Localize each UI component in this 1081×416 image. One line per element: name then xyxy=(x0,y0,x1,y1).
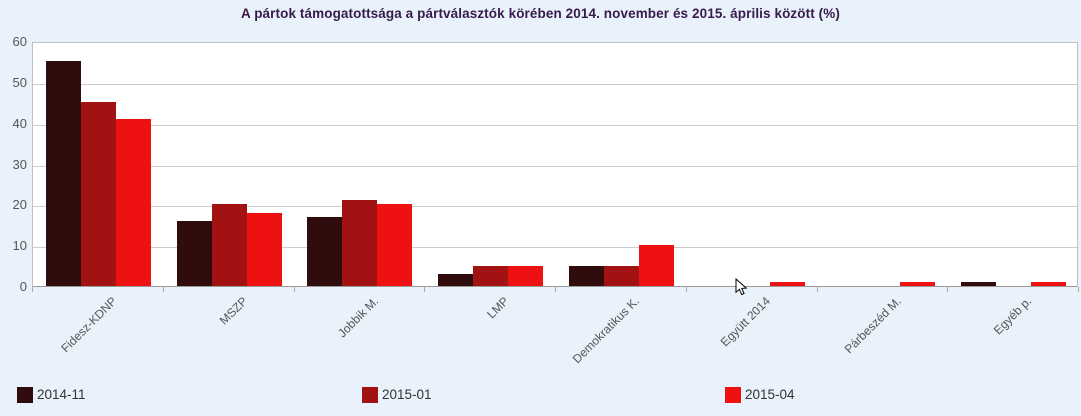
axis-tick xyxy=(685,287,687,292)
gridline xyxy=(33,206,1077,208)
legend-swatch-2015-01 xyxy=(362,387,378,403)
axis-tick xyxy=(293,287,295,292)
y-tick-label: 0 xyxy=(19,279,27,294)
x-category-label: Párbeszéd M. xyxy=(841,294,904,357)
bar-2015-04 xyxy=(508,265,544,286)
y-tick-label: 20 xyxy=(12,197,27,213)
bar-2015-04 xyxy=(769,281,805,286)
x-category-label: Egyéb p. xyxy=(991,294,1035,338)
x-category-label: Jobbik M. xyxy=(334,294,381,341)
legend-item-2014-11[interactable]: 2014-11 xyxy=(17,387,86,403)
bar-2015-01 xyxy=(473,265,509,286)
bar-group-6 xyxy=(687,43,818,286)
axis-tick xyxy=(424,287,426,292)
bar-2014-11 xyxy=(176,220,212,286)
legend-item-2015-01[interactable]: 2015-01 xyxy=(362,387,432,403)
bar-2014-11 xyxy=(961,281,997,286)
bar-2015-04 xyxy=(246,212,282,286)
gridline xyxy=(33,124,1077,126)
axis-tick xyxy=(32,287,33,292)
mouse-cursor xyxy=(735,278,748,296)
legend-label: 2014-11 xyxy=(37,387,86,402)
gridline xyxy=(33,247,1077,249)
bar-2014-11 xyxy=(438,273,474,286)
bar-2014-11 xyxy=(568,265,604,286)
x-category-label: Fidesz-KDNP xyxy=(57,294,120,356)
legend-label: 2015-01 xyxy=(382,387,432,402)
bar-group-7 xyxy=(818,43,949,286)
x-category-label: Demokratikus K. xyxy=(570,294,643,367)
bar-group-4 xyxy=(425,43,556,286)
axis-tick xyxy=(947,287,949,292)
bar-2015-04 xyxy=(638,245,674,286)
axis-tick xyxy=(1078,287,1079,292)
bar-2015-01 xyxy=(211,204,247,286)
x-axis-line xyxy=(33,286,1077,287)
bar-2015-01 xyxy=(80,102,116,286)
y-tick-label: 60 xyxy=(12,34,27,49)
y-tick-label: 40 xyxy=(12,115,27,131)
chart-title: A pártok támogatottsága a pártválasztók … xyxy=(241,6,840,21)
bar-group-2 xyxy=(164,43,295,286)
bar-2014-11 xyxy=(45,61,81,286)
bar-group-8 xyxy=(948,43,1079,286)
x-category-label: LMP xyxy=(484,294,512,322)
x-category-label: MSZP xyxy=(216,294,251,328)
axis-tick xyxy=(555,287,556,292)
bar-group-5 xyxy=(556,43,687,286)
y-tick-label: 30 xyxy=(12,156,27,172)
axis-tick xyxy=(162,287,164,292)
bar-2015-04 xyxy=(377,204,413,286)
bar-2014-11 xyxy=(307,216,343,286)
bar-2015-01 xyxy=(603,265,639,286)
legend-swatch-2015-04 xyxy=(725,387,741,403)
bar-2015-04 xyxy=(115,118,151,286)
gridline xyxy=(33,165,1077,167)
bar-2015-01 xyxy=(342,200,378,286)
bar-2015-04 xyxy=(1031,281,1067,286)
bar-group-3 xyxy=(295,43,426,286)
axis-tick xyxy=(816,287,818,292)
legend-label: 2015-04 xyxy=(745,387,795,402)
plot-area xyxy=(32,42,1078,287)
bar-2015-04 xyxy=(900,281,936,286)
legend-swatch-2014-11 xyxy=(17,387,33,403)
y-tick-label: 10 xyxy=(12,238,27,254)
x-category-label: Együtt 2014 xyxy=(717,294,774,350)
y-tick-label: 50 xyxy=(12,74,27,90)
legend-item-2015-04[interactable]: 2015-04 xyxy=(725,387,795,403)
bar-group-1 xyxy=(33,43,164,286)
gridline xyxy=(33,83,1077,85)
